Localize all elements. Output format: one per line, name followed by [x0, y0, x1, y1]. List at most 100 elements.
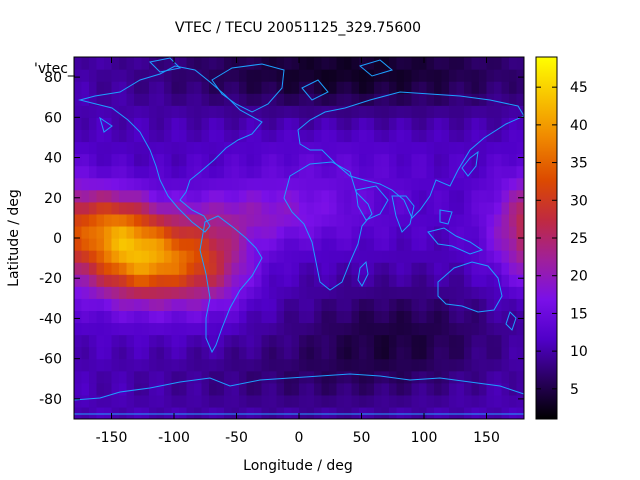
heat-cell [149, 93, 158, 106]
coastline-north-america [78, 65, 263, 233]
heat-cell [456, 93, 465, 106]
heat-cell [141, 117, 150, 130]
heat-cell [186, 346, 195, 360]
heat-cell [494, 394, 503, 408]
heat-cell [156, 382, 165, 396]
heat-cell [194, 129, 203, 143]
heat-cell [104, 334, 113, 348]
heat-cell [216, 262, 225, 275]
heat-cell [351, 310, 360, 324]
heat-cell [171, 201, 180, 215]
heat-cell [351, 93, 360, 106]
heat-cell [374, 298, 383, 311]
heat-cell [494, 370, 503, 384]
heat-cell [216, 213, 225, 227]
heat-cell [434, 298, 443, 311]
heat-cell [336, 189, 345, 203]
heat-cell [276, 394, 285, 408]
heat-cell [239, 322, 248, 336]
heat-cell [171, 129, 180, 143]
heat-cell [134, 57, 143, 70]
heat-cell [509, 189, 518, 203]
heat-cell [111, 81, 120, 94]
heat-cell [516, 165, 524, 179]
heat-cell [126, 370, 135, 384]
heat-cell [276, 165, 285, 179]
heat-cell [299, 394, 308, 408]
heat-cell [509, 358, 518, 372]
heat-cell [156, 394, 165, 408]
heat-cell [456, 358, 465, 372]
heat-cell [291, 310, 300, 324]
heat-cell [426, 93, 435, 106]
heat-cell [216, 201, 225, 215]
heat-cell [449, 286, 458, 299]
heat-cell [351, 105, 360, 118]
heat-cell [419, 69, 428, 82]
heat-cell [426, 394, 435, 408]
heat-cell [441, 189, 450, 203]
heat-cell [396, 117, 405, 130]
heat-cell [479, 201, 488, 215]
heat-cell [254, 105, 263, 118]
heat-cell [501, 334, 510, 348]
heat-cell [254, 177, 263, 191]
heat-cell [434, 382, 443, 396]
heat-cell [426, 165, 435, 179]
heat-cell [149, 286, 158, 299]
heat-cell [231, 298, 240, 311]
heat-cell [254, 346, 263, 360]
heat-cell [74, 201, 83, 215]
heat-cell [134, 358, 143, 372]
heat-cell [111, 334, 120, 348]
heat-cell [276, 334, 285, 348]
heat-cell [464, 129, 473, 143]
heat-cell [254, 225, 263, 239]
heat-cell [314, 141, 323, 155]
heat-cell [314, 81, 323, 94]
heat-cell [389, 262, 398, 275]
heat-cell [359, 165, 368, 179]
heat-cell [171, 346, 180, 360]
heat-cell [509, 406, 518, 419]
heat-cell [269, 69, 278, 82]
heat-cell [509, 57, 518, 70]
heat-cell [134, 238, 143, 251]
heat-cell [156, 262, 165, 275]
heat-cell [471, 358, 480, 372]
heat-cell [351, 262, 360, 275]
heat-cell [321, 189, 330, 203]
heat-cell [411, 201, 420, 215]
heat-cell [291, 81, 300, 94]
heat-cell [344, 406, 353, 419]
heat-cell [366, 129, 375, 143]
heat-cell [516, 322, 524, 336]
heat-cell [494, 406, 503, 419]
heat-cell [299, 310, 308, 324]
heat-cell [419, 382, 428, 396]
heat-cell [81, 129, 90, 143]
heat-cell [164, 346, 173, 360]
heat-cell [209, 238, 218, 251]
heat-cell [119, 382, 128, 396]
heat-cell [201, 250, 210, 263]
heat-cell [501, 298, 510, 311]
heat-cell [224, 213, 233, 227]
heat-cell [179, 93, 188, 106]
heat-cell [374, 81, 383, 94]
heat-cell [96, 93, 105, 106]
heat-cell [344, 189, 353, 203]
heat-cell [224, 238, 233, 251]
heat-cell [336, 153, 345, 167]
heat-cell [449, 225, 458, 239]
heat-cell [291, 177, 300, 191]
heat-cell [209, 286, 218, 299]
heat-cell [96, 225, 105, 239]
heat-cell [216, 274, 225, 287]
heat-cell [426, 286, 435, 299]
heat-cell [509, 81, 518, 94]
heat-cell [419, 262, 428, 275]
heat-cell [284, 81, 293, 94]
heat-cell [389, 213, 398, 227]
heat-cell [216, 298, 225, 311]
